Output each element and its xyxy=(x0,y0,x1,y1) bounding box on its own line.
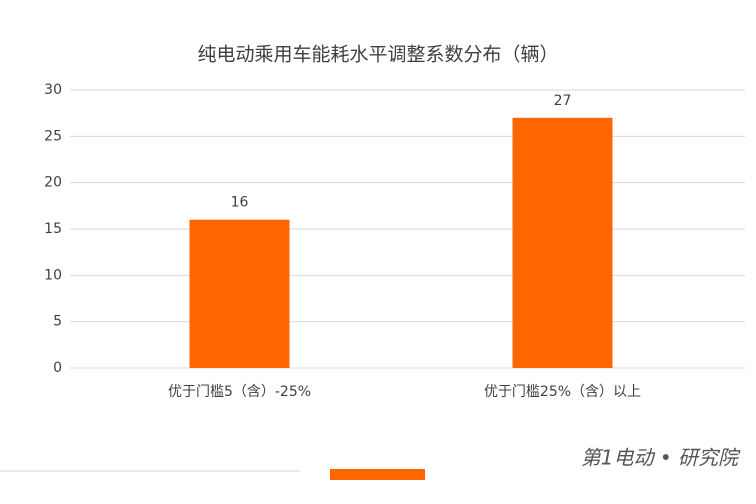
logo: 第1电动 • 研究院 xyxy=(581,446,741,470)
bar xyxy=(512,117,613,368)
y-tick-label: 30 xyxy=(44,82,62,98)
y-tick-label: 0 xyxy=(53,360,62,376)
y-tick-label: 20 xyxy=(44,175,62,191)
y-tick-label: 15 xyxy=(44,221,62,237)
x-tick-label: 优于门槛25%（含）以上 xyxy=(484,384,641,400)
x-tick-label: 优于门槛5（含）-25% xyxy=(168,384,311,400)
bar xyxy=(189,219,290,368)
footer-accent xyxy=(330,469,425,480)
y-tick-label: 5 xyxy=(53,314,62,330)
value-label: 27 xyxy=(554,93,572,109)
y-tick-label: 25 xyxy=(44,128,62,144)
chart-title: 纯电动乘用车能耗水平调整系数分布（辆） xyxy=(197,44,558,66)
value-label: 16 xyxy=(231,195,249,211)
y-tick-label: 10 xyxy=(44,267,62,283)
